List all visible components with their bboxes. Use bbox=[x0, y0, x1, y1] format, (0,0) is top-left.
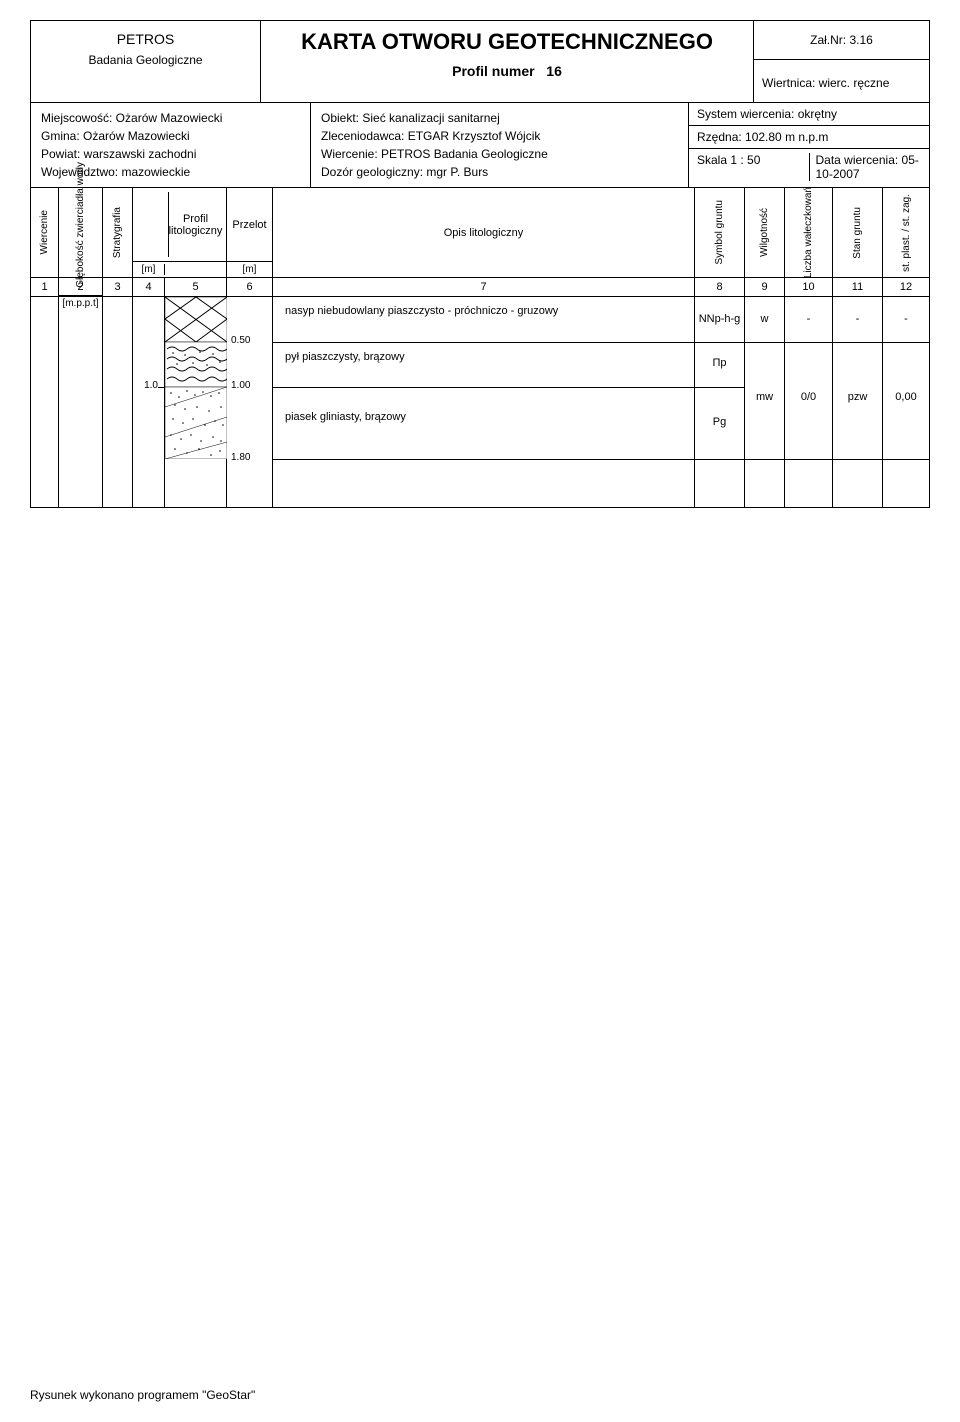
info-project: Obiekt: Sieć kanalizacji sanitarnej Zlec… bbox=[311, 103, 689, 187]
colnum-11: 11 bbox=[833, 278, 883, 296]
colnum-5: 5 bbox=[165, 278, 227, 296]
body-wilg: w mw bbox=[745, 297, 785, 507]
column-headers: Wiercenie Głębokość zwierciadła wody [m.… bbox=[31, 188, 929, 278]
colnum-1: 1 bbox=[31, 278, 59, 296]
desc-layer-1: nasyp niebudowlany piaszczysto - próchni… bbox=[273, 301, 694, 321]
body-plast: - 0,00 bbox=[883, 297, 929, 507]
colnum-3: 3 bbox=[103, 278, 133, 296]
body-depth-scale: 1.0 bbox=[133, 297, 165, 507]
stan-3: pzw bbox=[833, 387, 882, 403]
body-stan: - pzw bbox=[833, 297, 883, 507]
colnum-9: 9 bbox=[745, 278, 785, 296]
colnum-4: 4 bbox=[133, 278, 165, 296]
col-przelot-unit: [m] bbox=[227, 261, 272, 277]
symbol-2: Πp bbox=[695, 353, 744, 369]
info-loc: Miejscowość: Ożarów Mazowiecki bbox=[41, 109, 300, 127]
colnum-12: 12 bbox=[883, 278, 929, 296]
symbol-1: NNp-h-g bbox=[695, 309, 744, 325]
company-name: PETROS bbox=[39, 31, 252, 47]
info-dozor: Dozór geologiczny: mgr P. Burs bbox=[321, 163, 678, 181]
info-wierc: Wiercenie: PETROS Badania Geologiczne bbox=[321, 145, 678, 163]
litho-svg bbox=[165, 297, 227, 459]
title-block: KARTA OTWORU GEOTECHNICZNEGO Profil nume… bbox=[261, 21, 754, 102]
col-glebokosc: Głębokość zwierciadła wody bbox=[73, 158, 88, 292]
body-lw: - 0/0 bbox=[785, 297, 833, 507]
profile-number: 16 bbox=[546, 63, 562, 79]
footer-text: Rysunek wykonano programem "GeoStar" bbox=[30, 1388, 255, 1402]
rig-info: Wiertnica: wierc. ręczne bbox=[754, 60, 929, 102]
plast-1: - bbox=[883, 309, 929, 325]
col-wilg: Wilgotność bbox=[757, 204, 772, 261]
colnum-8: 8 bbox=[695, 278, 745, 296]
body-opis: nasyp niebudowlany piaszczysto - próchni… bbox=[273, 297, 695, 507]
desc-layer-3: piasek gliniasty, brązowy bbox=[273, 407, 694, 427]
col-profil: Profil litologiczny bbox=[169, 213, 223, 237]
col-plast: st. plast. / st. zag. bbox=[899, 190, 914, 276]
col-profil-unit: [m] bbox=[133, 264, 165, 275]
info-skala: Skala 1 : 50 bbox=[697, 153, 810, 181]
profile-label: Profil numer bbox=[452, 63, 534, 79]
body-litho-profile bbox=[165, 297, 227, 507]
lw-3: 0/0 bbox=[785, 387, 832, 403]
col-stratygrafia: Stratygrafia bbox=[110, 203, 125, 262]
info-gmina: Gmina: Ożarów Mazowiecki bbox=[41, 127, 300, 145]
desc-layer-2: pył piaszczysty, brązowy bbox=[273, 347, 694, 367]
info-system: System wiercenia: okrętny bbox=[697, 107, 837, 121]
lw-1: - bbox=[785, 309, 832, 325]
body-glebokosc bbox=[59, 297, 103, 507]
przelot-1: 0.50 bbox=[231, 335, 250, 346]
body-stratygrafia bbox=[103, 297, 133, 507]
title-section: PETROS Badania Geologiczne KARTA OTWORU … bbox=[31, 21, 929, 103]
col-przelot: Przelot bbox=[228, 188, 270, 261]
body-symbol: NNp-h-g Πp Pg bbox=[695, 297, 745, 507]
wilg-3: mw bbox=[745, 387, 784, 403]
document-title: KARTA OTWORU GEOTECHNICZNEGO bbox=[271, 29, 743, 55]
col-wiercenie: Wiercenie bbox=[37, 206, 52, 258]
document-frame: PETROS Badania Geologiczne KARTA OTWORU … bbox=[30, 20, 930, 508]
info-zlec: Zleceniodawca: ETGAR Krzysztof Wójcik bbox=[321, 127, 678, 145]
info-obiekt: Obiekt: Sieć kanalizacji sanitarnej bbox=[321, 109, 678, 127]
profile-line: Profil numer 16 bbox=[271, 63, 743, 79]
body-wiercenie bbox=[31, 297, 59, 507]
info-drilling: System wiercenia: okrętny Rzędna: 102.80… bbox=[689, 103, 929, 187]
symbol-3: Pg bbox=[695, 412, 744, 428]
stan-1: - bbox=[833, 309, 882, 325]
company-block: PETROS Badania Geologiczne bbox=[31, 21, 261, 102]
colnum-6: 6 bbox=[227, 278, 273, 296]
plast-3: 0,00 bbox=[883, 387, 929, 403]
top-right-block: Zał.Nr: 3.16 Wiertnica: wierc. ręczne bbox=[754, 21, 929, 102]
przelot-2: 1.00 bbox=[231, 380, 250, 391]
attachment-number: Zał.Nr: 3.16 bbox=[754, 21, 929, 60]
col-stan: Stan gruntu bbox=[850, 203, 865, 263]
depth-mark-1: 1.0 bbox=[144, 380, 158, 391]
company-sub: Badania Geologiczne bbox=[39, 53, 252, 67]
col-lw: Liczba wałeczkowań bbox=[801, 183, 816, 282]
col-opis: Opis litologiczny bbox=[440, 188, 527, 277]
info-rzedna: Rzędna: 102.80 m n.p.m bbox=[697, 130, 828, 144]
info-data: Data wiercenia: 05-10-2007 bbox=[810, 153, 922, 181]
colnum-7: 7 bbox=[273, 278, 695, 296]
przelot-3: 1.80 bbox=[231, 452, 250, 463]
lithology-body: 1.0 bbox=[31, 297, 929, 507]
col-symbol: Symbol gruntu bbox=[712, 196, 727, 268]
column-numbers: 1 2 3 4 5 6 7 8 9 10 11 12 bbox=[31, 278, 929, 297]
info-section: Miejscowość: Ożarów Mazowiecki Gmina: Oż… bbox=[31, 103, 929, 188]
body-przelot: 0.50 1.00 1.80 bbox=[227, 297, 273, 507]
wilg-1: w bbox=[745, 309, 784, 325]
